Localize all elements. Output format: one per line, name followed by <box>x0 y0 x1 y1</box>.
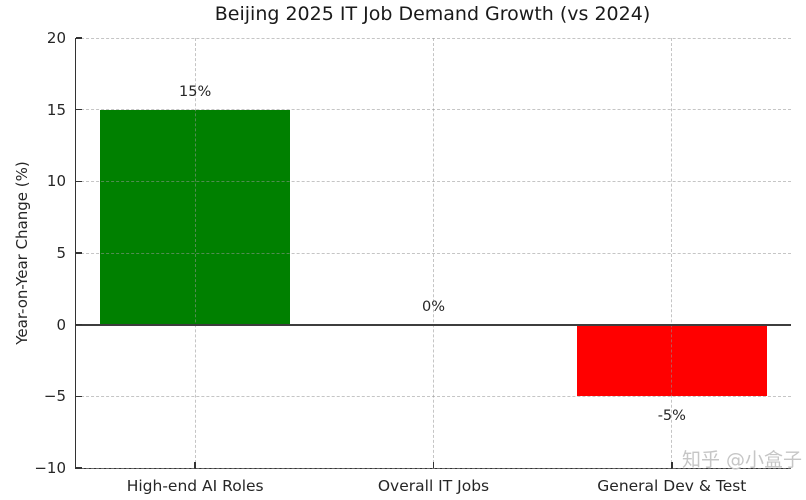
bar-value-label-overall-it-jobs: 0% <box>421 298 445 315</box>
y-tick-10 <box>76 180 82 183</box>
bar-value-label-high-end-ai-roles: 15% <box>179 83 212 100</box>
y-tick-0 <box>76 323 82 326</box>
chart-title: Beijing 2025 IT Job Demand Growth (vs 20… <box>214 3 651 25</box>
x-tick-label-overall-it-jobs: Overall IT Jobs <box>377 477 490 495</box>
y-tick-label-0: 0 <box>56 315 66 334</box>
y-tick-20 <box>76 37 82 39</box>
y-tick--5 <box>76 395 82 398</box>
y-tick-label--5: −5 <box>43 387 66 406</box>
y-tick-label--10: −10 <box>34 459 66 477</box>
grid-line-h--10 <box>76 467 791 469</box>
y-tick-label-5: 5 <box>56 244 66 262</box>
x-tick-overall-it-jobs <box>432 462 435 468</box>
zero-axis-line <box>76 323 791 326</box>
x-tick-label-high-end-ai-roles: High-end AI Roles <box>126 477 264 495</box>
plot-area: 20 15 10 5 0 −5 −10 High-end AI Roles 15% Overall… <box>34 29 791 495</box>
y-tick-15 <box>76 108 82 111</box>
x-tick-general-dev-test <box>671 462 673 468</box>
y-tick-label-10: 10 <box>46 172 66 191</box>
grid-line-v-high-end-ai-roles <box>194 38 196 468</box>
y-tick-label-15: 15 <box>46 100 66 119</box>
grid-line-v-general-dev-test <box>671 38 673 468</box>
grid-line-v-overall-it-jobs <box>433 38 434 468</box>
y-tick-5 <box>76 252 82 254</box>
bar-value-label-general-dev-test: -5% <box>657 408 686 425</box>
y-tick-label-20: 20 <box>46 29 66 47</box>
x-tick-label-general-dev-test: General Dev & Test <box>597 477 747 495</box>
y-tick--10 <box>76 467 82 469</box>
x-tick-high-end-ai-roles <box>194 462 196 468</box>
watermark: 知乎 @小盒子 <box>681 449 802 471</box>
